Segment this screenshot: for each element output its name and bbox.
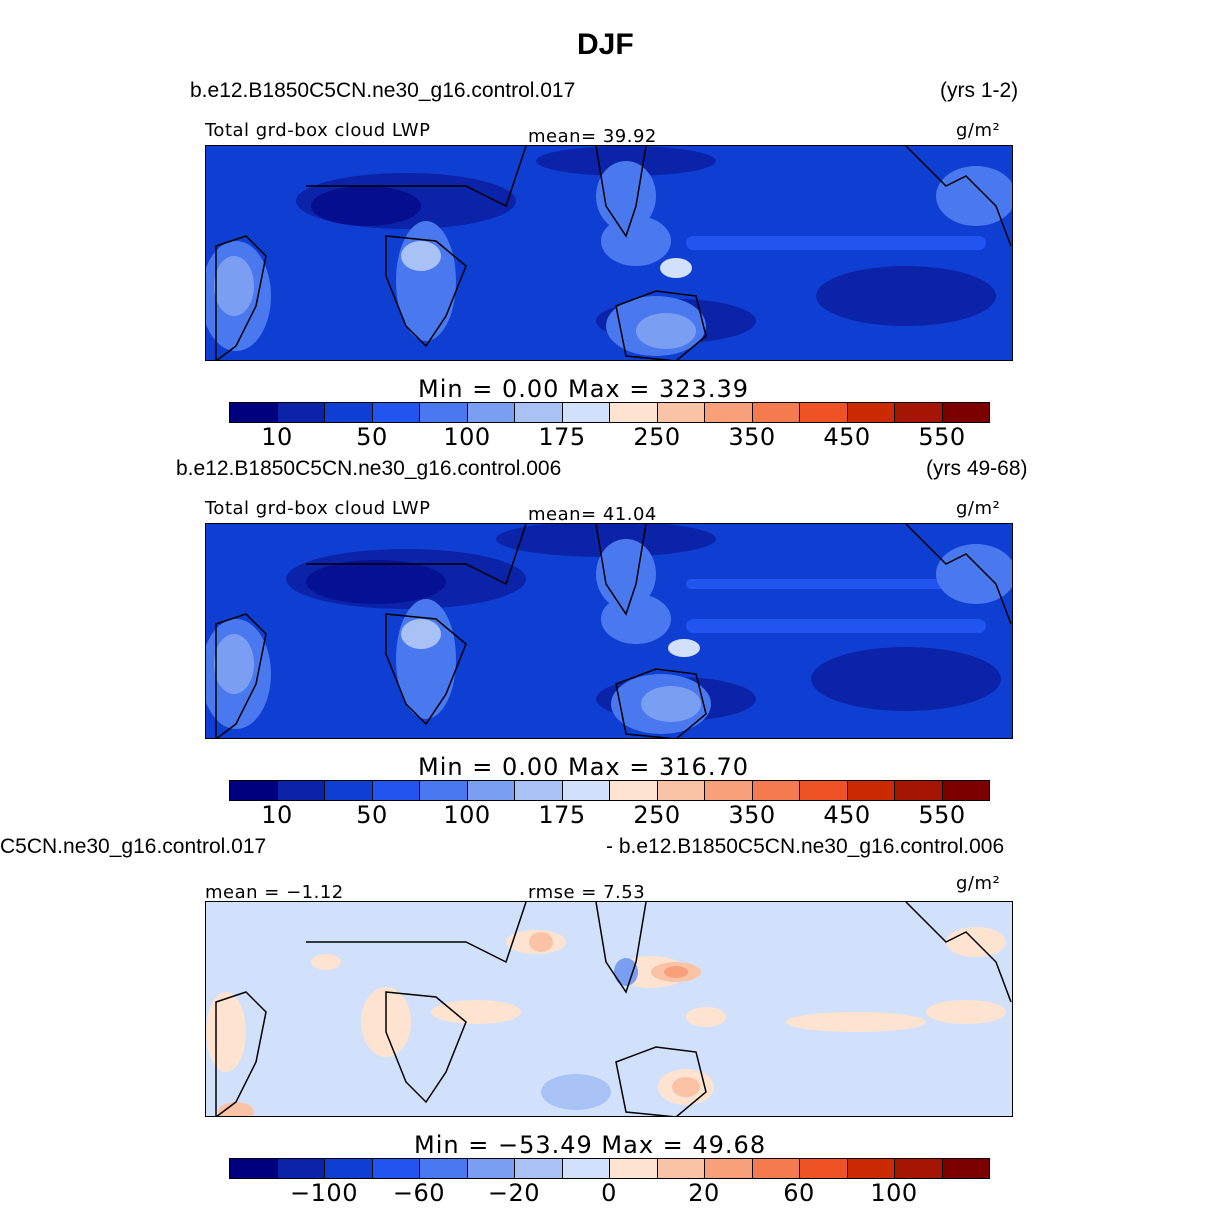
panel-1-years: (yrs 1-2) <box>940 79 1019 102</box>
panel-1-tick: 550 <box>918 423 966 451</box>
panel-3-tick: −20 <box>487 1179 541 1207</box>
figure-title: DJF <box>577 28 634 61</box>
panel-1-tick: 450 <box>823 423 871 451</box>
panel-1-colorbar <box>229 402 990 423</box>
panel-1-mean: mean= 39.92 <box>528 126 657 147</box>
panel-3-case-left: C5CN.ne30_g16.control.017 <box>0 835 267 858</box>
panel-2-tick: 50 <box>356 801 388 829</box>
panel-1-tick: 50 <box>356 423 388 451</box>
panel-3-rmse: rmse = 7.53 <box>528 882 646 903</box>
panel-1-tick: 350 <box>728 423 776 451</box>
panel-3-case-right: - b.e12.B1850C5CN.ne30_g16.control.006 <box>606 835 1005 858</box>
panel-3-contours <box>206 902 1012 1116</box>
panel-1-units: g/m² <box>956 120 1001 141</box>
panel-1-tick: 250 <box>633 423 681 451</box>
panel-2-mean: mean= 41.04 <box>528 504 657 525</box>
panel-3-tick: −60 <box>392 1179 446 1207</box>
panel-3-units: g/m² <box>956 873 1001 894</box>
panel-2-units: g/m² <box>956 498 1001 519</box>
panel-1-case-name: b.e12.B1850C5CN.ne30_g16.control.017 <box>190 79 576 102</box>
panel-2-tick: 250 <box>633 801 681 829</box>
panel-1-tick: 175 <box>538 423 586 451</box>
panel-2-map <box>205 523 1013 739</box>
panel-3-minmax: Min = −53.49 Max = 49.68 <box>414 1131 767 1159</box>
panel-1-minmax: Min = 0.00 Max = 323.39 <box>418 375 749 403</box>
panel-2-var-label: Total grd-box cloud LWP <box>205 498 431 519</box>
panel-1-tick: 100 <box>443 423 491 451</box>
panel-2-contours <box>206 524 1012 738</box>
panel-3-tick: 100 <box>870 1179 918 1207</box>
panel-1-map <box>205 145 1013 361</box>
panel-3-colorbar <box>229 1158 990 1179</box>
panel-2-tick: 175 <box>538 801 586 829</box>
panel-3-map <box>205 901 1013 1117</box>
panel-2-tick: 350 <box>728 801 776 829</box>
panel-2-years: (yrs 49-68) <box>926 457 1028 480</box>
panel-3-tick: −100 <box>290 1179 358 1207</box>
panel-2-colorbar <box>229 780 990 801</box>
panel-2-tick: 10 <box>261 801 293 829</box>
panel-2-tick: 450 <box>823 801 871 829</box>
panel-3-tick: 0 <box>601 1179 617 1207</box>
panel-2-tick: 100 <box>443 801 491 829</box>
panel-1-tick: 10 <box>261 423 293 451</box>
panel-2-minmax: Min = 0.00 Max = 316.70 <box>418 753 749 781</box>
panel-3-mean: mean = −1.12 <box>205 882 344 903</box>
panel-1-contours <box>206 146 1012 360</box>
panel-2-tick: 550 <box>918 801 966 829</box>
panel-1-var-label: Total grd-box cloud LWP <box>205 120 431 141</box>
panel-2-case-name: b.e12.B1850C5CN.ne30_g16.control.006 <box>176 457 562 480</box>
panel-3-tick: 20 <box>688 1179 720 1207</box>
panel-3-tick: 60 <box>783 1179 815 1207</box>
